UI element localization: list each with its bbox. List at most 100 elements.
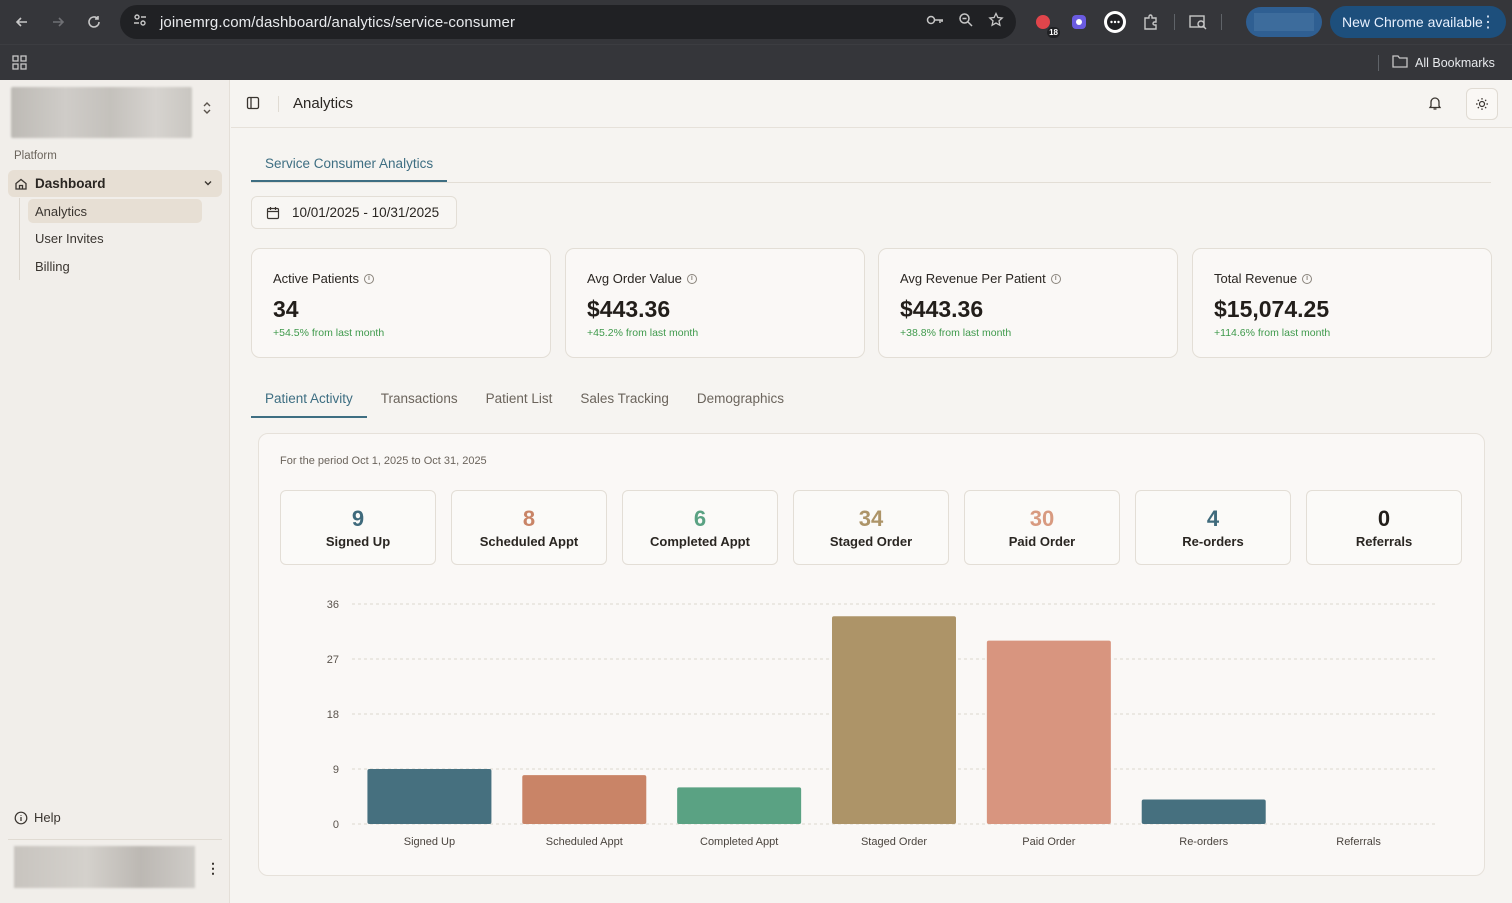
x-tick-label: Re-orders — [1179, 836, 1228, 848]
reload-icon[interactable] — [76, 6, 112, 38]
patient-activity-bar-chart: 0 9 18 27 36 Signed Up Scheduled Appt Completed… — [327, 599, 1436, 848]
stat-value: 0 — [1377, 506, 1391, 531]
info-icon[interactable]: i — [1050, 273, 1061, 284]
x-tick-label: Staged Order — [861, 836, 927, 848]
tab-underline — [251, 182, 1491, 183]
kpi-card-avg-revenue-per-patient: Avg Revenue Per Patient i $443.36 +38.8% … — [878, 248, 1178, 358]
extension-red-icon[interactable]: 18 — [1030, 9, 1060, 38]
home-icon — [14, 177, 28, 191]
sidebar-toggle-icon[interactable] — [246, 96, 260, 115]
stat-label: Signed Up — [325, 534, 391, 549]
kpi-label: Avg Revenue Per Patient — [900, 271, 1046, 286]
sidebar-item-user-invites[interactable]: User Invites — [35, 230, 104, 246]
calendar-icon — [266, 206, 280, 220]
stat-value: 6 — [693, 506, 707, 531]
chevrons-up-down-icon[interactable] — [202, 100, 212, 117]
extension-purple-icon[interactable] — [1066, 9, 1092, 35]
profile-avatar[interactable] — [1246, 7, 1322, 37]
stat-label: Re-orders — [1182, 534, 1244, 549]
chevron-down-icon[interactable] — [202, 177, 214, 192]
org-switcher-redacted[interactable] — [11, 87, 192, 138]
bell-icon[interactable] — [1427, 95, 1443, 116]
y-tick-label: 9 — [333, 764, 339, 776]
help-link[interactable]: Help — [14, 810, 61, 825]
info-icon[interactable]: i — [1302, 273, 1313, 284]
password-key-icon[interactable] — [926, 13, 944, 32]
all-bookmarks-button[interactable]: All Bookmarks — [1392, 54, 1495, 71]
extensions-puzzle-icon[interactable] — [1138, 9, 1164, 35]
sidebar-item-dashboard[interactable]: Dashboard — [8, 170, 222, 197]
bar-scheduled-appt — [522, 775, 647, 824]
info-icon[interactable]: i — [364, 273, 374, 284]
site-settings-icon[interactable] — [132, 12, 148, 33]
x-tick-label: Referrals — [1336, 836, 1381, 848]
date-range-label: 10/01/2025 - 10/31/2025 — [292, 205, 440, 220]
all-bookmarks-label: All Bookmarks — [1415, 55, 1495, 70]
bar-completed-appt — [677, 787, 802, 824]
submenu-guide-line — [19, 198, 20, 280]
kpi-value: $443.36 — [900, 296, 984, 322]
y-tick-label: 27 — [327, 654, 339, 666]
tab-patient-list[interactable]: Patient List — [485, 391, 553, 406]
stat-value: 8 — [522, 506, 536, 531]
stat-card-staged-order: 34 Staged Order — [793, 490, 949, 565]
kpi-delta: +114.6% from last month — [1214, 327, 1331, 339]
folder-icon — [1392, 54, 1408, 71]
kpi-card-total-revenue: Total Revenue i $15,074.25 +114.6% from l… — [1192, 248, 1492, 358]
browser-toolbar: joinemrg.com/dashboard/analytics/service… — [0, 0, 1512, 44]
stat-card-completed-appt: 6 Completed Appt — [622, 490, 778, 565]
info-icon[interactable]: i — [686, 273, 697, 284]
stat-card-scheduled-appt: 8 Scheduled Appt — [451, 490, 607, 565]
kebab-menu-icon[interactable]: ⋮ — [1480, 14, 1496, 31]
user-profile-redacted[interactable] — [14, 846, 195, 888]
toolbar-divider — [1174, 14, 1175, 30]
extension-chat-icon[interactable] — [1102, 9, 1128, 35]
kpi-delta: +38.8% from last month — [900, 327, 1012, 339]
reading-list-icon[interactable] — [1185, 9, 1211, 35]
date-range-picker[interactable]: 10/01/2025 - 10/31/2025 — [251, 196, 457, 229]
patient-activity-panel: For the period Oct 1, 2025 to Oct 31, 20… — [258, 433, 1485, 876]
help-label: Help — [34, 810, 61, 825]
apps-grid-icon[interactable] — [12, 55, 28, 76]
stat-card-paid-order: 30 Paid Order — [964, 490, 1120, 565]
chrome-update-button[interactable]: New Chrome available ⋮ — [1330, 6, 1506, 38]
stat-value: 34 — [858, 506, 884, 531]
main-header: Analytics — [231, 80, 1512, 128]
chrome-update-label: New Chrome available — [1342, 14, 1483, 30]
url-text[interactable]: joinemrg.com/dashboard/analytics/service… — [160, 13, 516, 31]
back-icon[interactable] — [4, 6, 40, 38]
bookmark-star-icon[interactable] — [988, 11, 1004, 33]
sidebar-item-label: Dashboard — [35, 176, 106, 191]
tab-patient-activity[interactable]: Patient Activity — [251, 384, 367, 418]
tab-demographics[interactable]: Demographics — [696, 391, 784, 406]
stat-value: 4 — [1206, 506, 1220, 531]
x-tick-label: Paid Order — [1022, 836, 1076, 848]
address-bar[interactable]: joinemrg.com/dashboard/analytics/service… — [120, 5, 1016, 39]
activity-tabs: Patient Activity Transactions Patient Li… — [251, 384, 798, 418]
bar-staged-order — [832, 616, 956, 824]
user-menu-icon[interactable]: ⋮ — [206, 860, 220, 876]
stat-label: Referrals — [1355, 534, 1413, 549]
theme-toggle-button[interactable] — [1466, 88, 1498, 120]
page-title: Analytics — [293, 95, 354, 112]
tab-sales-tracking[interactable]: Sales Tracking — [580, 391, 669, 406]
kpi-delta: +54.5% from last month — [273, 327, 385, 339]
forward-icon[interactable] — [40, 6, 76, 38]
info-circle-icon — [14, 811, 28, 825]
bar-signed-up — [367, 769, 492, 824]
bookmarks-divider — [1378, 55, 1379, 71]
sidebar-item-billing[interactable]: Billing — [35, 258, 70, 274]
stat-label: Scheduled Appt — [479, 534, 579, 549]
stat-label: Paid Order — [1008, 534, 1076, 549]
tab-transactions[interactable]: Transactions — [380, 391, 458, 406]
kpi-label: Total Revenue — [1214, 271, 1298, 286]
bookmarks-bar: All Bookmarks — [0, 44, 1512, 80]
kpi-delta: +45.2% from last month — [587, 327, 699, 339]
sidebar-divider — [8, 839, 222, 840]
kpi-value: 34 — [273, 296, 299, 322]
stat-value: 30 — [1029, 506, 1055, 531]
sidebar-item-analytics[interactable]: Analytics — [28, 199, 202, 223]
kpi-label: Active Patients — [273, 271, 359, 286]
tab-service-consumer-analytics[interactable]: Service Consumer Analytics — [251, 148, 447, 182]
zoom-icon[interactable] — [958, 12, 974, 33]
